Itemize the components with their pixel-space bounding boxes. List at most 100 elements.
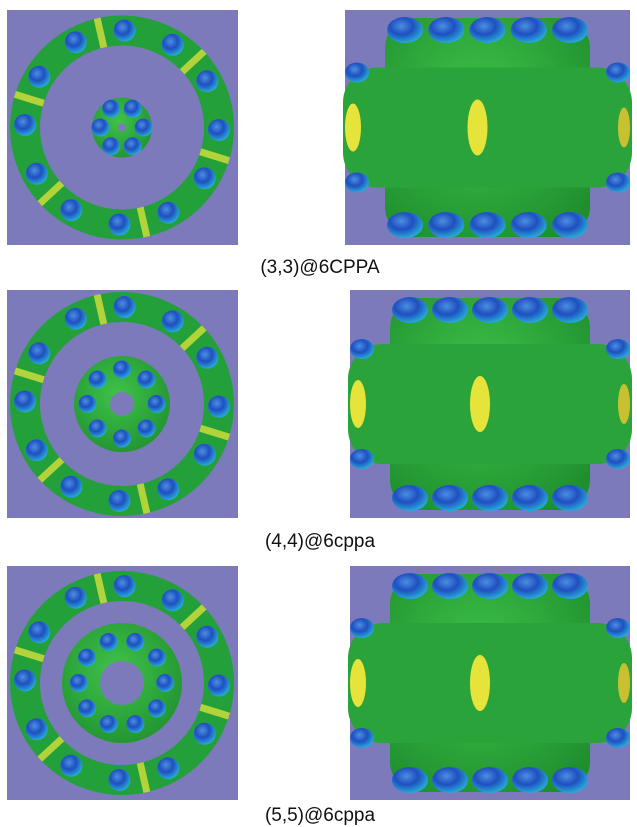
bead [387, 17, 423, 43]
bead [114, 20, 136, 42]
highlight [618, 384, 630, 424]
bead [208, 396, 230, 418]
bead [350, 449, 374, 469]
bead [148, 699, 166, 717]
inner-hole [110, 392, 134, 416]
caption: (4,4)@6cppa [265, 531, 376, 552]
bead [392, 767, 428, 793]
bead [113, 360, 131, 378]
bead [428, 212, 464, 238]
bead [102, 137, 120, 155]
highlight [470, 376, 490, 432]
highlight [350, 659, 366, 707]
bead [70, 674, 88, 692]
bead [157, 478, 179, 500]
bead [114, 575, 136, 597]
bead [552, 767, 588, 793]
bead [606, 339, 630, 359]
bead [552, 212, 588, 238]
bead [606, 63, 630, 83]
bead [100, 715, 118, 733]
bead [91, 119, 109, 137]
bead [124, 137, 142, 155]
bead [606, 618, 630, 638]
bead [472, 767, 508, 793]
inner-hole [118, 124, 126, 132]
bead [432, 767, 468, 793]
bead [78, 395, 96, 413]
caption: (3,3)@6CPPA [260, 257, 380, 278]
bead [345, 63, 369, 83]
bead [162, 589, 184, 611]
bead [552, 17, 588, 43]
bead [162, 34, 184, 56]
bead [392, 485, 428, 511]
bead [432, 297, 468, 323]
highlight [350, 380, 366, 428]
bead [470, 17, 506, 43]
bead [606, 173, 630, 193]
bead [472, 485, 508, 511]
bead [552, 573, 588, 599]
bead [148, 649, 166, 667]
bead [108, 769, 130, 791]
bead [472, 297, 508, 323]
bead [26, 718, 48, 740]
bead [124, 100, 142, 118]
bead [100, 633, 118, 651]
bead [208, 119, 230, 141]
bead [148, 395, 166, 413]
highlight [618, 663, 630, 703]
bead [345, 173, 369, 193]
bead [208, 675, 230, 697]
bead [350, 728, 374, 748]
bead [552, 485, 588, 511]
bead [60, 476, 82, 498]
highlight [470, 655, 490, 711]
bead [102, 100, 120, 118]
bead [60, 199, 82, 221]
bead [432, 485, 468, 511]
bead [194, 444, 216, 466]
bead [511, 17, 547, 43]
highlight [345, 104, 361, 152]
bead [65, 587, 87, 609]
bead [14, 114, 36, 136]
bead [512, 573, 548, 599]
bead [26, 439, 48, 461]
bead [137, 419, 155, 437]
bead [162, 310, 184, 332]
bead [114, 296, 136, 318]
bead [14, 390, 36, 412]
bead [432, 573, 468, 599]
bead [511, 212, 547, 238]
bead [472, 573, 508, 599]
caption: (5,5)@6cppa [265, 805, 376, 826]
inner-hole [100, 661, 144, 705]
highlight [618, 108, 630, 148]
bead [28, 621, 50, 643]
bead [14, 669, 36, 691]
bead [512, 767, 548, 793]
bead [470, 212, 506, 238]
bead [28, 66, 50, 88]
bead [606, 449, 630, 469]
bead [78, 649, 96, 667]
bead [350, 618, 374, 638]
highlight [468, 100, 488, 156]
bead [157, 757, 179, 779]
bead [350, 339, 374, 359]
bead [78, 699, 96, 717]
bead [135, 119, 153, 137]
bead [157, 202, 179, 224]
bead [512, 297, 548, 323]
bead [89, 371, 107, 389]
bead [196, 347, 218, 369]
bead [60, 755, 82, 777]
bead [194, 167, 216, 189]
bead [392, 573, 428, 599]
bead [156, 674, 174, 692]
bead [126, 715, 144, 733]
bead [196, 70, 218, 92]
bead [552, 297, 588, 323]
